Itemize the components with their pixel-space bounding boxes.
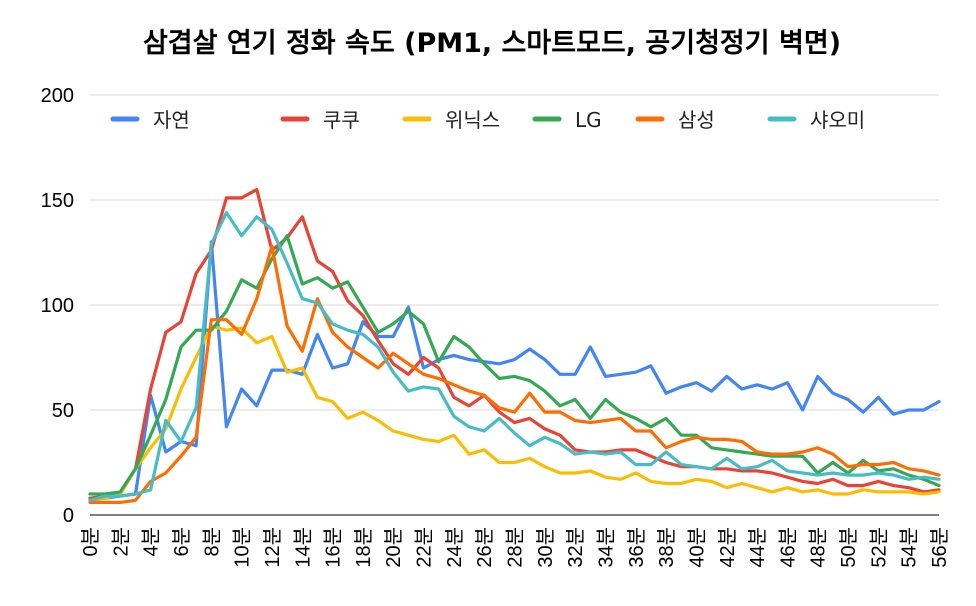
x-tick-label: 54분 bbox=[899, 527, 921, 568]
y-tick-label: 0 bbox=[63, 505, 74, 527]
series-line-3 bbox=[88, 324, 941, 502]
x-tick-label: 28분 bbox=[505, 527, 527, 568]
x-tick-label: 56분 bbox=[929, 527, 951, 568]
legend-label: 삼성 bbox=[678, 108, 715, 132]
x-tick-label: 2분 bbox=[110, 527, 132, 557]
legend-label: LG bbox=[575, 108, 602, 132]
y-tick-label: 100 bbox=[41, 295, 74, 317]
x-tick-label: 32분 bbox=[565, 527, 587, 568]
x-tick-label: 4분 bbox=[141, 527, 163, 557]
legend-label: 쿠쿠 bbox=[323, 108, 360, 132]
series-line-6 bbox=[88, 211, 941, 502]
y-axis-ticks: 0 50 100 150 200 bbox=[41, 85, 74, 527]
x-tick-label: 6분 bbox=[171, 527, 193, 557]
x-tick-label: 10분 bbox=[232, 527, 254, 568]
x-tick-label: 0분 bbox=[80, 527, 102, 557]
x-tick-label: 20분 bbox=[383, 527, 405, 568]
x-tick-label: 30분 bbox=[535, 527, 557, 568]
legend-label: 위닉스 bbox=[445, 108, 500, 132]
x-tick-label: 22분 bbox=[414, 527, 436, 568]
x-tick-label: 34분 bbox=[595, 527, 617, 568]
x-tick-label: 24분 bbox=[444, 527, 466, 568]
y-tick-label: 200 bbox=[41, 85, 74, 107]
series-lines bbox=[88, 187, 941, 504]
x-tick-label: 18분 bbox=[353, 527, 375, 568]
x-tick-label: 42분 bbox=[717, 527, 739, 568]
x-tick-label: 36분 bbox=[626, 527, 648, 568]
x-tick-label: 26분 bbox=[474, 527, 496, 568]
series-line-4 bbox=[88, 234, 941, 496]
grid-lines bbox=[90, 94, 939, 516]
x-tick-label: 52분 bbox=[868, 527, 890, 568]
y-tick-label: 50 bbox=[52, 400, 74, 422]
x-tick-label: 50분 bbox=[838, 527, 860, 568]
series-line-2 bbox=[88, 187, 941, 500]
legend: 자연 쿠쿠 위닉스 LG 삼성 샤오미 bbox=[110, 108, 865, 132]
series-line-5 bbox=[88, 244, 941, 504]
x-tick-label: 46분 bbox=[777, 527, 799, 568]
x-axis-ticks: 0분 2분 4분 6분 8분 10분 12분 14분 16분 18분 20분 22분 24분 26분 28분… bbox=[80, 527, 951, 568]
x-tick-label: 44분 bbox=[747, 527, 769, 568]
x-tick-label: 48분 bbox=[808, 527, 830, 568]
series-line-1 bbox=[88, 240, 941, 502]
chart-title: 삼겹살 연기 정화 속도 (PM1, 스마트모드, 공기청정기 벽면) bbox=[143, 28, 841, 59]
x-tick-label: 16분 bbox=[323, 527, 345, 568]
x-tick-label: 12분 bbox=[262, 527, 284, 568]
x-tick-label: 40분 bbox=[686, 527, 708, 568]
x-tick-label: 14분 bbox=[292, 527, 314, 568]
y-tick-label: 150 bbox=[41, 190, 74, 212]
legend-label: 자연 bbox=[153, 108, 190, 132]
x-tick-label: 38분 bbox=[656, 527, 678, 568]
legend-label: 샤오미 bbox=[810, 108, 865, 132]
x-tick-label: 8분 bbox=[201, 527, 223, 557]
